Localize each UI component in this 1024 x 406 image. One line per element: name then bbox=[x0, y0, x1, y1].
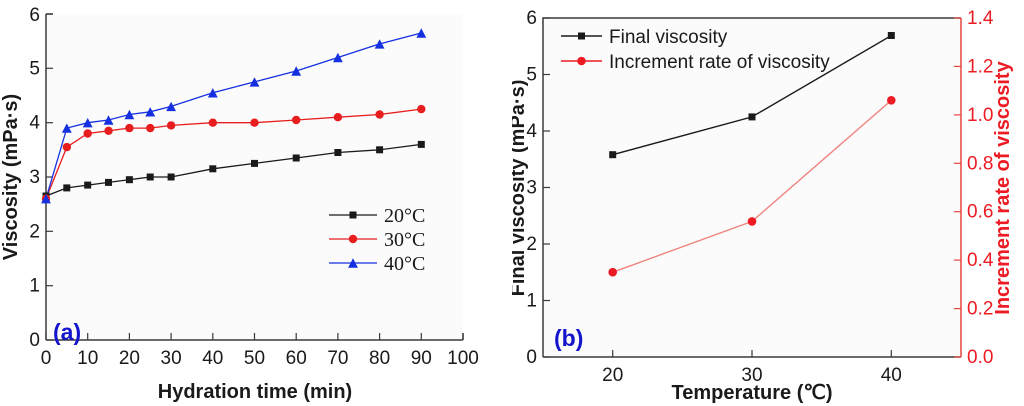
svg-text:6: 6 bbox=[29, 5, 40, 26]
svg-text:10: 10 bbox=[77, 348, 98, 369]
svg-text:40: 40 bbox=[881, 365, 902, 386]
svg-text:0.8: 0.8 bbox=[967, 153, 993, 174]
svg-text:0.0: 0.0 bbox=[967, 347, 993, 368]
svg-text:Viscosity (mPa·s): Viscosity (mPa·s) bbox=[0, 94, 22, 260]
svg-text:1.0: 1.0 bbox=[967, 105, 993, 126]
svg-text:30°C: 30°C bbox=[384, 229, 425, 251]
svg-text:Increment rate of viscosity: Increment rate of viscosity bbox=[992, 60, 1014, 314]
svg-text:80: 80 bbox=[369, 348, 390, 369]
svg-text:6: 6 bbox=[526, 8, 537, 29]
svg-text:(a): (a) bbox=[53, 319, 81, 345]
svg-text:0.2: 0.2 bbox=[967, 299, 993, 320]
svg-text:90: 90 bbox=[411, 348, 432, 369]
svg-text:3: 3 bbox=[29, 167, 40, 188]
svg-text:20°C: 20°C bbox=[384, 205, 425, 227]
svg-text:Hydration time (min): Hydration time (min) bbox=[158, 381, 352, 403]
svg-text:70: 70 bbox=[327, 348, 348, 369]
svg-text:20: 20 bbox=[602, 365, 623, 386]
svg-text:Increment rate of viscosity: Increment rate of viscosity bbox=[609, 52, 830, 73]
svg-text:0.4: 0.4 bbox=[967, 250, 994, 271]
svg-text:0: 0 bbox=[29, 330, 40, 351]
svg-text:Temperature (℃): Temperature (℃) bbox=[671, 382, 832, 404]
svg-text:0: 0 bbox=[41, 348, 52, 369]
svg-text:40: 40 bbox=[202, 348, 223, 369]
svg-text:(b): (b) bbox=[554, 325, 583, 351]
svg-text:Final viscosity: Final viscosity bbox=[609, 27, 728, 48]
svg-text:1: 1 bbox=[29, 276, 40, 297]
svg-text:Final viscosity (mPa·s): Final viscosity (mPa·s) bbox=[512, 80, 529, 297]
svg-text:0: 0 bbox=[526, 347, 537, 368]
svg-text:5: 5 bbox=[29, 58, 40, 79]
svg-text:50: 50 bbox=[244, 348, 265, 369]
svg-text:1.4: 1.4 bbox=[967, 8, 994, 29]
svg-text:40°C: 40°C bbox=[384, 253, 425, 275]
svg-text:100: 100 bbox=[447, 348, 479, 369]
svg-text:60: 60 bbox=[286, 348, 307, 369]
svg-text:0.6: 0.6 bbox=[967, 202, 993, 223]
svg-text:4: 4 bbox=[29, 113, 40, 134]
svg-text:20: 20 bbox=[119, 348, 140, 369]
svg-text:2: 2 bbox=[29, 221, 40, 242]
svg-text:1.2: 1.2 bbox=[967, 56, 993, 77]
svg-text:30: 30 bbox=[161, 348, 182, 369]
